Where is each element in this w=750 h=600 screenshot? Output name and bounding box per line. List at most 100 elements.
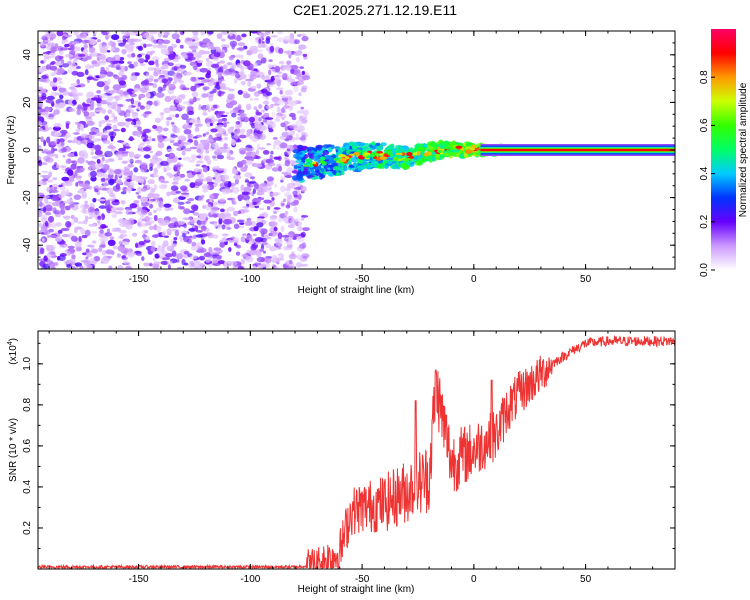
heatmap-noise-cell — [70, 235, 78, 242]
heatmap-noise-cell — [41, 35, 46, 40]
heatmap-noise-cell — [213, 201, 218, 206]
heatmap-noise-cell — [46, 42, 55, 47]
heatmap-noise-cell — [71, 87, 78, 95]
heatmap-noise-cell — [293, 85, 299, 93]
heatmap-noise-cell — [157, 157, 163, 163]
heatmap-noise-cell — [289, 124, 298, 129]
heatmap-noise-cell — [249, 66, 254, 71]
heatmap-noise-cell — [48, 261, 56, 269]
heatmap-noise-cell — [270, 150, 274, 155]
heatmap-noise-cell — [126, 178, 132, 182]
heatmap-noise-cell — [297, 225, 303, 232]
heatmap-noise-cell — [277, 232, 283, 240]
heatmap-noise-cell — [61, 147, 67, 153]
heatmap-noise-cell — [88, 166, 92, 171]
heatmap-noise-cell — [184, 147, 192, 152]
heatmap-noise-cell — [217, 225, 221, 230]
heatmap-noise-cell — [76, 140, 82, 146]
heatmap-noise-cell — [50, 46, 57, 53]
heatmap-noise-cell — [69, 50, 76, 56]
heatmap-noise-cell — [48, 215, 54, 223]
heatmap-noise-cell — [271, 167, 280, 172]
heatmap-noise-cell — [107, 173, 114, 179]
heatmap-noise-cell — [176, 266, 182, 269]
heatmap-noise-cell — [279, 142, 288, 149]
heatmap-noise-cell — [263, 100, 270, 105]
heatmap-noise-cell — [86, 120, 95, 126]
heatmap-noise-cell — [253, 226, 259, 232]
heatmap-noise-cell — [85, 248, 90, 253]
heatmap-noise-cell — [286, 167, 294, 174]
heatmap-noise-cell — [59, 94, 64, 100]
heatmap-noise-cell — [210, 206, 219, 212]
heatmap-noise-cell — [185, 41, 195, 45]
heatmap-noise-cell — [137, 102, 141, 107]
heatmap-noise-cell — [109, 236, 115, 240]
heatmap-noise-cell — [156, 225, 162, 233]
heatmap-noise-cell — [147, 179, 155, 185]
heatmap-noise-cell — [253, 182, 259, 189]
heatmap-noise-cell — [145, 104, 151, 110]
heatmap-peak-cell — [437, 150, 443, 154]
heatmap-track-cell — [313, 176, 321, 180]
heatmap-noise-cell — [83, 40, 91, 43]
heatmap-noise-cell — [266, 143, 271, 146]
heatmap-noise-cell — [233, 132, 239, 139]
heatmap-noise-cell — [110, 47, 115, 52]
heatmap-peak-cell — [383, 153, 389, 158]
heatmap-noise-cell — [168, 152, 176, 159]
heatmap-noise-cell — [106, 102, 112, 106]
heatmap-noise-cell — [62, 181, 67, 187]
snr-multiplier-close: ) — [8, 338, 19, 341]
heatmap-noise-cell — [59, 185, 67, 191]
heatmap-peak-cell — [402, 158, 409, 162]
heatmap-noise-cell — [299, 263, 309, 267]
heatmap-noise-cell — [82, 252, 87, 256]
heatmap-track-cell — [420, 156, 428, 163]
heatmap-noise-cell — [132, 31, 139, 34]
heatmap-noise-cell — [183, 217, 191, 221]
heatmap-noise-cell — [143, 262, 150, 267]
heatmap-noise-cell — [280, 203, 285, 206]
heatmap-noise-cell — [300, 185, 307, 192]
heatmap-noise-cell — [153, 99, 161, 107]
heatmap-noise-cell — [51, 222, 57, 228]
heatmap-track-cell — [392, 163, 396, 169]
heatmap-noise-cell — [38, 88, 45, 94]
heatmap-noise-cell — [85, 56, 92, 60]
heatmap-noise-cell — [300, 33, 307, 37]
heatmap-noise-cell — [39, 201, 43, 207]
heatmap-noise-cell — [242, 206, 250, 209]
heatmap-noise-cell — [283, 246, 288, 251]
heatmap-noise-cell — [148, 136, 152, 142]
heatmap-noise-cell — [255, 123, 262, 131]
heatmap-noise-cell — [110, 207, 120, 211]
heatmap-noise-cell — [256, 253, 262, 257]
heatmap-track-cell — [371, 141, 376, 146]
heatmap-peak-cell — [303, 162, 311, 166]
heatmap-noise-cell — [64, 43, 70, 48]
heatmap-noise-cell — [200, 248, 207, 253]
heatmap-tone-band — [480, 148, 675, 152]
snr-series-line — [38, 334, 675, 569]
heatmap-noise-cell — [45, 55, 51, 60]
heatmap-track-cell — [384, 164, 389, 169]
heatmap-noise-cell — [230, 65, 234, 70]
heatmap-noise-cell — [131, 232, 138, 237]
heatmap-noise-cell — [111, 34, 120, 41]
heatmap-noise-cell — [268, 59, 273, 62]
heatmap-noise-cell — [97, 215, 102, 220]
heatmap-noise-cell — [71, 254, 76, 260]
heatmap-noise-cell — [247, 81, 252, 87]
heatmap-noise-cell — [236, 244, 242, 249]
heatmap-track-cell — [373, 160, 377, 165]
heatmap-noise-cell — [239, 222, 245, 225]
heatmap-noise-cell — [163, 203, 172, 208]
heatmap-track-cell — [330, 165, 334, 171]
heatmap-noise-cell — [195, 178, 204, 183]
heatmap-noise-cell — [212, 137, 220, 141]
heatmap-noise-cell — [125, 118, 133, 122]
heatmap-noise-cell — [188, 227, 197, 232]
heatmap-noise-cell — [49, 246, 55, 252]
heatmap-noise-cell — [153, 261, 161, 265]
